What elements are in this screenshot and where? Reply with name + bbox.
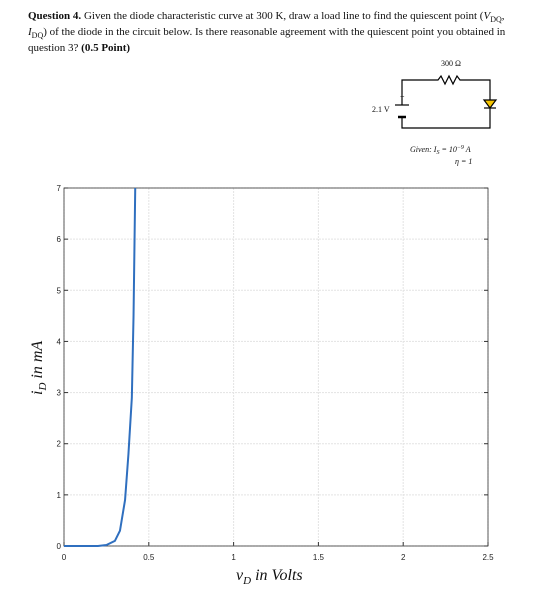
math-sep: , (501, 10, 505, 22)
x-tick-label: 2.5 (482, 553, 494, 562)
math-sub: DQ (490, 15, 502, 25)
given: Given: IS = 10−9 A (410, 145, 471, 156)
diode (482, 99, 498, 109)
question: Question 4. Given the diode characterist… (28, 10, 508, 55)
x-label-text: in Volts (251, 567, 303, 584)
polarity: + (400, 92, 405, 101)
math: V (483, 10, 491, 22)
x-tick-label: 2 (401, 553, 406, 562)
given-sub: S (436, 150, 439, 156)
x-tick-label: 0 (62, 553, 67, 562)
x-tick-label: 1.5 (313, 553, 325, 562)
given-prefix: Given: (410, 145, 434, 154)
y-tick-label: 2 (57, 440, 62, 449)
y-tick-label: 3 (57, 389, 62, 398)
y-tick-label: 7 (57, 184, 62, 193)
wire (401, 108, 491, 129)
given-unit: A (464, 145, 471, 154)
question-points: (0.5 Point) (81, 42, 131, 55)
curve (64, 187, 137, 547)
question-text: Given the diode characteristic curve at … (83, 10, 484, 22)
question-text: ) of the diode in the circuit below. Is … (28, 26, 506, 55)
question-label: Question 4. (28, 10, 82, 22)
plot-frame (63, 187, 489, 547)
circuit (395, 74, 498, 129)
y-tick-label: 0 (57, 542, 62, 551)
y-label-sub: D (37, 383, 49, 392)
x-label-symbol: v (236, 567, 244, 584)
y-label-text: in mA (29, 341, 46, 383)
y-tick-label: 5 (57, 286, 62, 295)
given-sym: I (433, 145, 437, 154)
source-label: 2.1 V (372, 105, 390, 114)
y-tick-label: 1 (57, 491, 62, 500)
x-label-sub: D (242, 575, 251, 587)
y-label-symbol: i (29, 391, 46, 395)
y-tick-label: 6 (57, 235, 62, 244)
given-exp: −9 (457, 145, 464, 151)
wire (401, 74, 491, 105)
y-tick-label: 4 (57, 337, 62, 346)
math: I (28, 26, 32, 39)
x-tick-label: 1 (231, 553, 236, 562)
x-axis-label: vD in Volts (236, 567, 303, 587)
given-eq: = 10 (439, 145, 456, 154)
y-axis-label: iD in mA (29, 341, 49, 395)
eta: η = 1 (455, 157, 472, 166)
math-sub: DQ (31, 31, 44, 41)
x-tick-label: 0.5 (143, 553, 155, 562)
resistor-label: 300 Ω (441, 59, 461, 68)
